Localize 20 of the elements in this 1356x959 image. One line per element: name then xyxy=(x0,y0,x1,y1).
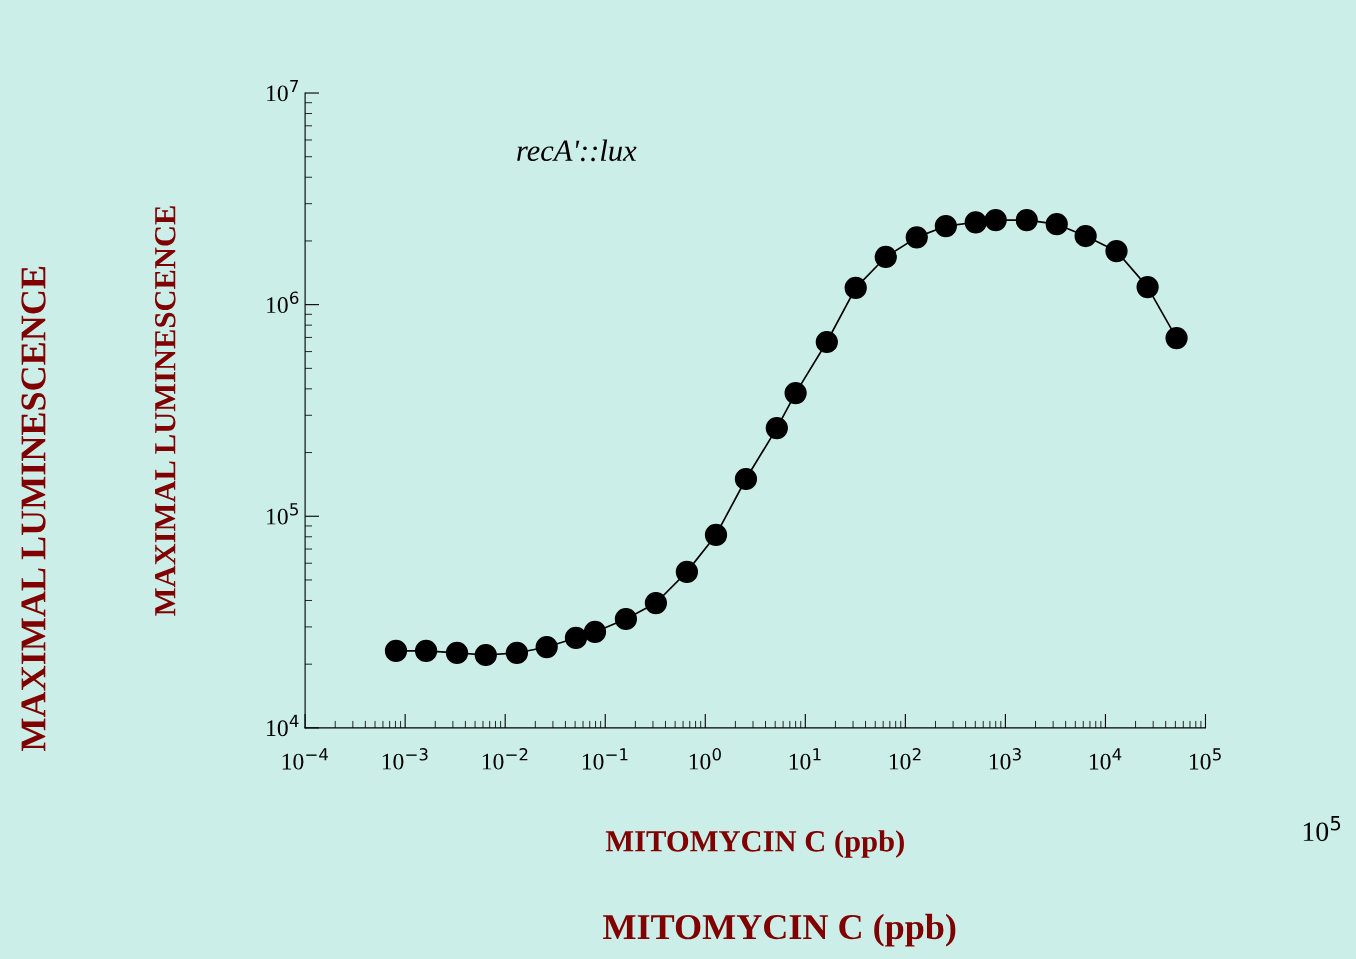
y-tick-label: 10$^{6}$ xyxy=(267,291,299,314)
x-tick-label: 10$^{1}$ xyxy=(789,748,821,770)
y-tick-label: 10$^{5}$ xyxy=(267,503,298,525)
x-tick-label: 10$^{5}$ xyxy=(1189,748,1221,770)
x-axis-title: MITOMYCIN C (ppb) xyxy=(605,830,904,858)
annotation: recA'::lux xyxy=(517,139,637,162)
x-tick-label: 10$^{0}$ xyxy=(689,748,721,770)
x-tick-label: 10$^{−1}$ xyxy=(582,748,628,770)
y-tick-label: 10$^{4}$ xyxy=(267,714,299,737)
y-tick-label: 10$^{7}$ xyxy=(267,80,298,102)
text: MAXIMAL LUMINESCENCE xyxy=(21,266,46,751)
x-tick-label: 10$^{−3}$ xyxy=(382,748,428,770)
x-tick-label: 10$^{−2}$ xyxy=(482,748,528,770)
y-axis-title: MAXIMAL LUMINESCENCE xyxy=(154,206,176,616)
x-tick-label: 10$^{4}$ xyxy=(1089,748,1122,770)
x-tick-label: 10$^{−4}$ xyxy=(282,748,328,770)
x-tick-label: 10$^{2}$ xyxy=(889,748,921,770)
text: MITOMYCIN C (ppb) xyxy=(603,913,956,947)
text: 10$^{5}$ xyxy=(1303,816,1341,842)
x-tick-label: 10$^{3}$ xyxy=(989,748,1021,770)
